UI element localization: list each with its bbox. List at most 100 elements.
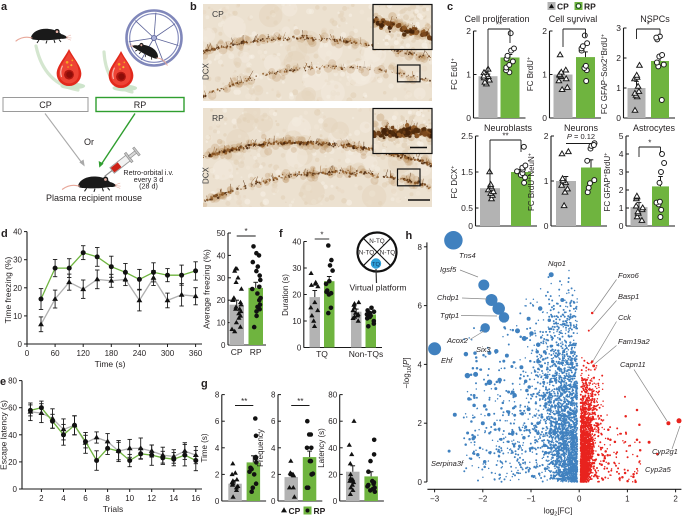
svg-text:CP: CP	[557, 2, 569, 12]
svg-text:80: 80	[328, 391, 337, 400]
svg-text:2: 2	[417, 419, 422, 428]
svg-text:−1: −1	[526, 494, 536, 503]
svg-text:10: 10	[217, 319, 226, 328]
svg-text:20: 20	[217, 296, 226, 305]
svg-text:2: 2	[542, 26, 547, 36]
svg-text:Basp1: Basp1	[618, 292, 639, 301]
svg-text:60: 60	[51, 349, 60, 358]
svg-text:16: 16	[191, 494, 200, 503]
svg-text:**: **	[297, 397, 303, 406]
svg-text:20: 20	[13, 284, 22, 293]
svg-text:FC EdU+: FC EdU+	[450, 58, 459, 90]
svg-text:Plasma recipient mouse: Plasma recipient mouse	[46, 193, 142, 203]
svg-text:**: **	[241, 397, 247, 406]
svg-text:0: 0	[18, 340, 23, 349]
svg-text:every 3 d: every 3 d	[134, 175, 164, 184]
svg-text:0: 0	[542, 113, 547, 123]
svg-text:Neuroblasts: Neuroblasts	[484, 123, 533, 133]
svg-text:2: 2	[466, 26, 471, 36]
svg-text:Ehf: Ehf	[441, 356, 453, 365]
svg-text:20: 20	[292, 291, 301, 300]
svg-text:f: f	[279, 228, 283, 240]
svg-text:2: 2	[215, 470, 220, 479]
svg-text:10: 10	[125, 494, 134, 503]
svg-text:0: 0	[466, 113, 471, 123]
svg-text:2: 2	[271, 470, 276, 479]
svg-text:240: 240	[133, 349, 147, 358]
svg-text:DCX: DCX	[202, 62, 211, 80]
svg-text:Serpina3f: Serpina3f	[431, 459, 464, 468]
svg-text:0: 0	[468, 221, 473, 231]
svg-text:TQ: TQ	[316, 349, 328, 359]
svg-text:RP: RP	[250, 347, 262, 357]
svg-text:Virtual platform: Virtual platform	[349, 283, 406, 293]
svg-text:CP: CP	[289, 506, 301, 516]
svg-text:40: 40	[292, 238, 301, 247]
svg-text:14: 14	[169, 494, 178, 503]
svg-text:0: 0	[271, 497, 276, 506]
svg-text:*: *	[320, 231, 323, 240]
svg-text:8: 8	[215, 391, 220, 400]
svg-text:0.5: 0.5	[461, 203, 473, 213]
svg-text:RP: RP	[212, 113, 224, 123]
svg-text:5: 5	[619, 131, 624, 141]
svg-text:6: 6	[215, 417, 220, 426]
svg-text:40: 40	[13, 228, 22, 237]
svg-text:CP: CP	[231, 347, 243, 357]
svg-text:30: 30	[292, 264, 301, 273]
svg-text:Average freezing (%): Average freezing (%)	[202, 249, 212, 329]
svg-text:1.5: 1.5	[461, 167, 473, 177]
svg-text:Nqo1: Nqo1	[548, 259, 566, 268]
svg-text:N-TQ: N-TQ	[359, 249, 374, 256]
svg-text:P = 0.12: P = 0.12	[567, 132, 595, 141]
svg-text:Cck: Cck	[618, 313, 632, 322]
svg-text:4: 4	[61, 494, 66, 503]
svg-text:0: 0	[544, 221, 549, 231]
svg-text:FC DCX+: FC DCX+	[450, 166, 459, 199]
svg-text:Capn11: Capn11	[620, 360, 646, 369]
svg-text:Latency (s): Latency (s)	[317, 428, 326, 468]
svg-text:6: 6	[417, 302, 422, 311]
svg-text:−2: −2	[478, 494, 488, 503]
svg-text:0: 0	[616, 113, 621, 123]
svg-text:1: 1	[466, 70, 471, 80]
svg-text:20: 20	[8, 458, 17, 467]
svg-text:4: 4	[417, 360, 422, 369]
svg-text:1: 1	[542, 70, 547, 80]
svg-text:30: 30	[217, 274, 226, 283]
svg-text:2: 2	[616, 53, 621, 63]
svg-text:0: 0	[619, 221, 624, 231]
svg-text:0: 0	[417, 478, 422, 487]
svg-text:*: *	[647, 21, 650, 30]
svg-text:N-TQ: N-TQ	[380, 249, 395, 256]
svg-text:**: **	[502, 132, 508, 141]
svg-text:40: 40	[328, 444, 337, 453]
svg-text:log2[FC]: log2[FC]	[544, 507, 573, 518]
svg-text:0: 0	[13, 485, 18, 494]
svg-text:RP: RP	[584, 2, 596, 12]
svg-text:FC BrdU+NeuN+: FC BrdU+NeuN+	[527, 153, 536, 211]
svg-text:g: g	[201, 378, 208, 390]
svg-text:N-TQ: N-TQ	[369, 238, 384, 245]
svg-text:RP: RP	[134, 100, 147, 110]
svg-text:12: 12	[147, 494, 156, 503]
svg-text:3: 3	[619, 167, 624, 177]
svg-text:300: 300	[161, 349, 175, 358]
svg-text:*: *	[244, 227, 247, 236]
svg-text:50: 50	[217, 229, 226, 238]
svg-text:2.5: 2.5	[461, 131, 473, 141]
svg-text:1: 1	[616, 83, 621, 93]
svg-text:CP: CP	[39, 100, 52, 110]
svg-text:DCX: DCX	[202, 166, 211, 184]
svg-text:*: *	[573, 21, 576, 30]
svg-text:Time (s): Time (s)	[95, 359, 126, 369]
svg-text:10: 10	[13, 312, 22, 321]
svg-text:b: b	[190, 1, 197, 13]
svg-text:Non-TQs: Non-TQs	[349, 349, 383, 359]
svg-text:d: d	[1, 228, 8, 240]
svg-text:Time freezing (%): Time freezing (%)	[3, 256, 13, 323]
svg-text:0: 0	[333, 497, 338, 506]
svg-text:0: 0	[577, 494, 582, 503]
svg-text:Igsf5: Igsf5	[440, 265, 457, 274]
svg-text:Foxo6: Foxo6	[618, 271, 640, 280]
